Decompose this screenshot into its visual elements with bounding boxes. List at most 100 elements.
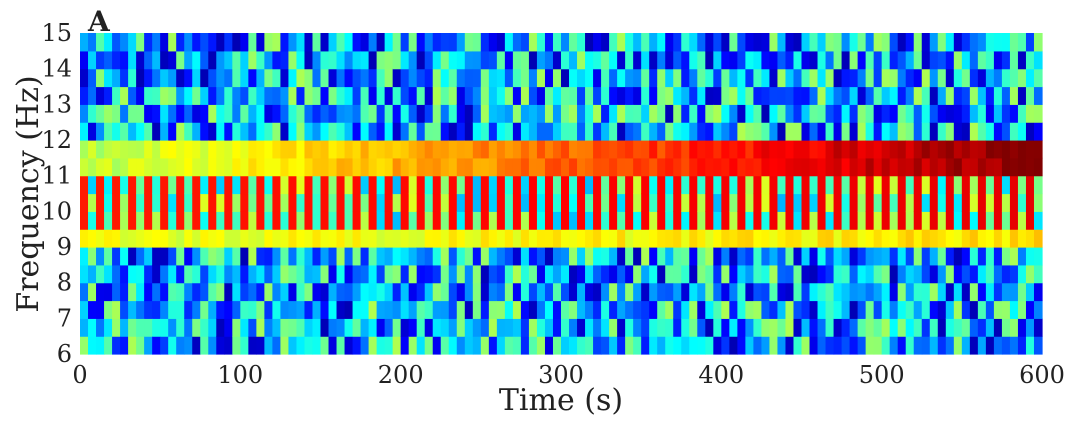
heatmap-cell [120,264,129,284]
heatmap-cell [448,193,458,212]
heatmap-cell [200,33,209,52]
heatmap-cell [601,122,610,141]
heatmap-cell [833,300,843,319]
heatmap-cell [593,300,602,319]
heatmap-cell [536,33,546,52]
heatmap-cell [937,122,947,141]
heatmap-cell [552,122,562,141]
heatmap-cell [144,211,153,230]
heatmap-cell [617,300,626,319]
heatmap-cell [945,33,955,52]
heatmap-cell [320,300,330,319]
heatmap-cell [753,211,763,230]
heatmap-cell [905,104,915,123]
heatmap-cell [881,175,891,195]
heatmap-cell [152,50,161,70]
heatmap-cell [176,229,185,248]
heatmap-cell [424,282,434,302]
heatmap-cell [328,211,338,230]
heatmap-cell [320,86,330,105]
heatmap-cell [200,175,209,195]
heatmap-cell [1009,175,1019,195]
heatmap-cell [737,300,746,319]
heatmap-cell [456,68,466,88]
heatmap-cell [857,157,867,177]
heatmap-cell [256,336,265,355]
heatmap-cell [344,211,354,230]
heatmap-cell [889,247,899,266]
heatmap-cell [552,318,562,337]
heatmap-cell [208,104,217,123]
heatmap-cell [288,264,298,284]
heatmap-cell [424,104,434,123]
heatmap-cell [761,247,771,266]
heatmap-cell [288,33,298,52]
heatmap-cell [609,122,618,141]
heatmap-cell [360,211,370,230]
heatmap-cell [1009,193,1019,212]
heatmap-cell [937,336,947,355]
heatmap-cell [120,50,129,70]
heatmap-cell [504,140,514,159]
heatmap-cell [873,140,883,159]
heatmap-cell [873,33,883,52]
heatmap-cell [496,193,506,212]
x-axis-ticks: 0 100 200 300 400 500 600 [72,361,1065,389]
heatmap-cell [873,336,883,355]
heatmap-cell [432,211,442,230]
heatmap-cell [1033,86,1043,105]
heatmap-cell [561,193,570,212]
heatmap-cell [448,157,458,177]
heatmap-cell [841,264,851,284]
heatmap-cell [224,68,233,88]
heatmap-cell [192,300,201,319]
heatmap-cell [416,86,426,105]
heatmap-cell [232,68,241,88]
heatmap-cell [745,104,754,123]
heatmap-cell [937,140,947,159]
heatmap-cell [649,193,658,212]
heatmap-cell [809,282,819,302]
heatmap-cell [881,282,891,302]
heatmap-cell [801,264,811,284]
heatmap-cell [288,157,298,177]
heatmap-cell [569,68,578,88]
heatmap-cell [408,211,418,230]
heatmap-cell [448,336,458,355]
heatmap-cell [969,300,979,319]
heatmap-cell [609,318,618,337]
heatmap-cell [272,104,282,123]
heatmap-cell [665,193,674,212]
heatmap-cell [88,300,97,319]
heatmap-cell [865,33,875,52]
heatmap-cell [785,157,795,177]
heatmap-cell [1001,140,1011,159]
heatmap-cell [160,175,169,195]
heatmap-cell [224,175,233,195]
heatmap-cell [729,193,738,212]
heatmap-cell [745,229,754,248]
heatmap-cell [649,122,658,141]
heatmap-cell [400,104,410,123]
heatmap-cell [376,68,386,88]
heatmap-cell [1017,140,1027,159]
heatmap-cell [1001,33,1011,52]
heatmap-cell [312,247,322,266]
heatmap-cell [729,33,738,52]
heatmap-cell [344,336,354,355]
heatmap-cell [296,157,306,177]
heatmap-cell [176,264,185,284]
heatmap-cell [801,140,811,159]
heatmap-cell [961,157,971,177]
heatmap-cell [384,193,394,212]
heatmap-cell [697,33,706,52]
heatmap-cell [1033,300,1043,319]
y-tick-label: 12 [41,126,72,154]
heatmap-cell [264,282,273,302]
heatmap-cell [593,229,602,248]
heatmap-cell [448,122,458,141]
heatmap-cell [753,33,763,52]
heatmap-cell [825,247,835,266]
heatmap-cell [657,300,666,319]
heatmap-cell [745,50,754,70]
